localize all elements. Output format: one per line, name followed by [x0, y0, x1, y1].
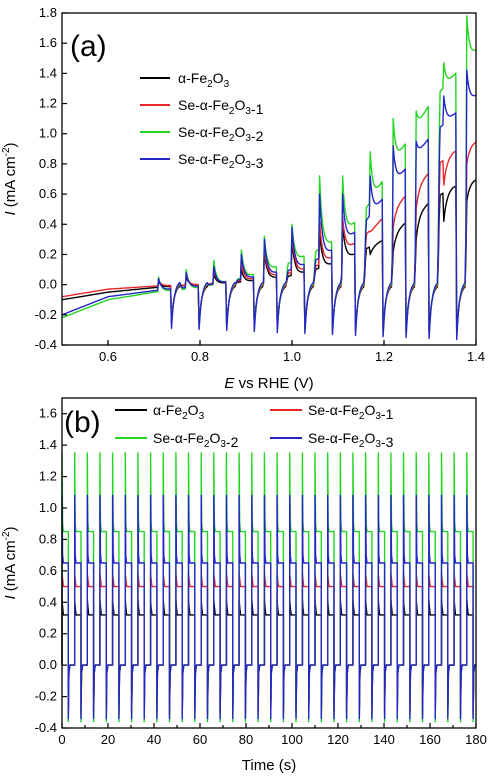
- panel-b-x-tick-label: 0: [58, 732, 65, 747]
- panel-b-y-axis-label-rest: (mA cm: [2, 540, 19, 595]
- panel-b-legend-label: Se-α-Fe2O3-1: [308, 402, 394, 422]
- panel-b-series-line: [61, 573, 476, 717]
- panel-b-x-axis-label: Time (s): [242, 757, 296, 774]
- panel-b-y-tick-label: 0.6: [39, 563, 57, 578]
- panel-b-x-axis-label-rest: Time (s): [242, 757, 296, 774]
- panel-a-x-tick-label: 1.0: [283, 349, 301, 364]
- panel-b-legend-label: Se-α-Fe2O3-3: [308, 430, 394, 450]
- panel-b-y-tick-label: 1.2: [39, 469, 57, 484]
- panel-a-legend: α-Fe2O3 Se-α-Fe2O3-1 Se-α-Fe2O3-2 Se-α-Fe2O…: [140, 70, 264, 171]
- panel-a-y-tick-label: 1.0: [39, 126, 57, 141]
- panel-a-x-axis-label-rest: vs RHE (V): [234, 375, 313, 392]
- panel-a-y-tick-label: 1.6: [39, 35, 57, 50]
- panel-a-x-axis-label: E vs RHE (V): [224, 375, 313, 392]
- panel-b-y-tick-label: 1.4: [39, 437, 57, 452]
- panel-b-x-tick-label: 160: [419, 732, 441, 747]
- panel-a-y-tick-label: -0.2: [35, 307, 57, 322]
- panel-b-ticks: 0 20 40 60 80 100 120 140 160 180 -0.4 -0.2 0.0 0.2 0.…: [35, 406, 487, 747]
- panel-b-x-tick-label: 180: [465, 732, 487, 747]
- panel-b-y-tick-label: -0.4: [35, 720, 57, 735]
- panel-b-chart: 0 20 40 60 80 100 120 140 160 180 -0.4 -0.2 0.0 0.2 0.…: [1, 397, 487, 774]
- panel-a-x-tick-label: 0.8: [191, 349, 209, 364]
- panel-b-y-tick-label: 0.2: [39, 626, 57, 641]
- panel-b-series-line: [61, 494, 476, 720]
- panel-a-label: (a): [70, 30, 107, 63]
- panel-a-y-axis-label-end: ): [2, 142, 19, 147]
- panel-a-y-tick-label: 0.2: [39, 246, 57, 261]
- panel-a-y-axis-label-rest: (mA cm: [2, 156, 19, 211]
- panel-a-y-axis-label: I (mA cm-2): [1, 142, 19, 215]
- panel-a-y-axis-label-italic: I: [2, 211, 19, 215]
- panel-b-y-tick-label: 1.0: [39, 500, 57, 515]
- panel-a-series-group: [61, 15, 477, 341]
- panel-a-legend-label: Se-α-Fe2O3-2: [178, 124, 264, 144]
- panel-b-series-group: [61, 452, 476, 723]
- panel-a-y-tick-label: 1.8: [39, 5, 57, 20]
- panel-b-x-tick-label: 140: [373, 732, 395, 747]
- panel-a-series-line: [61, 69, 477, 341]
- panel-b-legend: α-Fe2O3 Se-α-Fe2O3-1 Se-α-Fe2O3-2 Se-α-Fe2O…: [115, 402, 394, 450]
- panel-a-x-tick-label: 1.2: [375, 349, 393, 364]
- panel-b-series-line: [61, 452, 476, 723]
- panel-a-y-tick-label: 1.2: [39, 96, 57, 111]
- panel-a-series-line: [61, 141, 477, 336]
- panel-b-y-axis-label-italic: I: [2, 595, 19, 599]
- panel-a-y-tick-label: 0.8: [39, 156, 57, 171]
- panel-b-x-tick-label: 60: [193, 732, 207, 747]
- panel-b-x-tick-label: 100: [281, 732, 303, 747]
- panel-b-legend-label: Se-α-Fe2O3-2: [153, 430, 239, 450]
- panel-b-label: (b): [64, 406, 101, 439]
- panel-b-y-tick-label: 1.6: [39, 406, 57, 421]
- panel-a-y-tick-label: 0.6: [39, 186, 57, 201]
- panel-a-y-tick-label: -0.4: [35, 337, 57, 352]
- panel-b-x-tick-label: 20: [101, 732, 115, 747]
- panel-b-y-axis-label: I (mA cm-2): [1, 526, 19, 599]
- panel-b-y-tick-label: 0.0: [39, 657, 57, 672]
- panel-a-series-line: [61, 15, 477, 338]
- panel-b-y-axis-label-sup: -2: [1, 531, 12, 540]
- panel-a-ticks: 0.6 0.8 1.0 1.2 1.4 -0.4 -0.2 0.0 0.2 0.4 0.6 0.8 1.…: [35, 5, 485, 364]
- panel-a-chart: 0.6 0.8 1.0 1.2 1.4 -0.4 -0.2 0.0 0.2 0.4 0.6 0.8 1.…: [1, 5, 485, 392]
- panel-a-legend-label: α-Fe2O3: [178, 70, 230, 90]
- panel-a-legend-label: Se-α-Fe2O3-3: [178, 151, 264, 171]
- panel-b-x-tick-label: 80: [239, 732, 253, 747]
- panel-a-legend-label: Se-α-Fe2O3-1: [178, 97, 264, 117]
- panel-a-frame: [61, 12, 477, 346]
- panel-b-legend-label: α-Fe2O3: [153, 402, 205, 422]
- panel-a-y-axis-label-sup: -2: [1, 147, 12, 156]
- panel-b-x-tick-label: 120: [327, 732, 349, 747]
- panel-a-x-tick-label: 0.6: [99, 349, 117, 364]
- panel-b-y-tick-label: -0.2: [35, 689, 57, 704]
- panel-a-x-axis-label-italic: E: [224, 375, 235, 392]
- panel-b-x-tick-label: 40: [147, 732, 161, 747]
- panel-b-y-tick-label: 0.4: [39, 594, 57, 609]
- panel-a-y-tick-label: 0.4: [39, 216, 57, 231]
- panel-a-series-line: [61, 179, 477, 334]
- panel-a-x-tick-label: 1.4: [467, 349, 485, 364]
- panel-a-y-tick-label: 0.0: [39, 277, 57, 292]
- panel-b-series-line: [61, 598, 476, 712]
- panel-b-y-tick-label: 0.8: [39, 531, 57, 546]
- panel-a-y-tick-label: 1.4: [39, 65, 57, 80]
- panel-b-y-axis-label-end: ): [2, 526, 19, 531]
